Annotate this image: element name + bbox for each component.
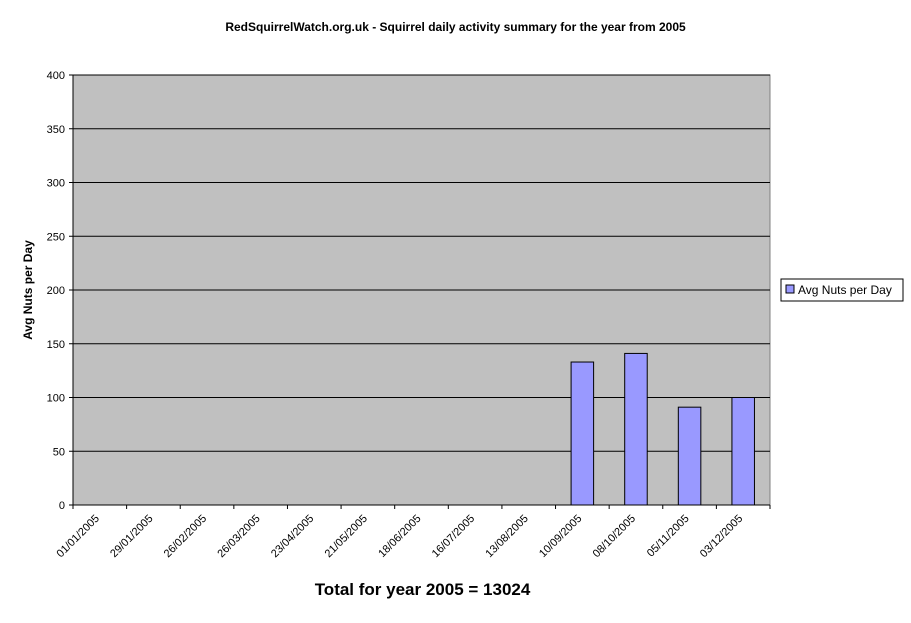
x-tick-label: 23/04/2005 <box>269 513 316 560</box>
y-tick-label: 350 <box>47 124 65 136</box>
bar <box>624 352 648 506</box>
bar <box>570 361 595 506</box>
x-axis-ticks: 01/01/2005 29/01/2005 26/02/2005 26/03/2005… <box>55 505 771 560</box>
x-tick-label: 05/11/2005 <box>645 513 692 560</box>
legend: Avg Nuts per Day <box>780 278 904 302</box>
legend-swatch <box>785 284 795 294</box>
x-tick-label: 26/02/2005 <box>162 513 209 560</box>
y-tick-label: 150 <box>47 339 65 351</box>
x-tick-label: 13/08/2005 <box>483 513 530 560</box>
total-label: Total for year 2005 = 13024 <box>314 580 531 599</box>
y-tick-label: 50 <box>53 446 65 458</box>
legend-label: Avg Nuts per Day <box>798 283 892 297</box>
x-tick-label: 18/06/2005 <box>376 513 423 560</box>
y-axis-ticks: 0 50 100 150 200 250 300 350 400 <box>47 70 73 512</box>
gridlines <box>73 74 770 452</box>
x-tick-label: 01/01/2005 <box>55 513 102 560</box>
bar <box>731 397 755 506</box>
y-tick-label: 250 <box>47 231 65 243</box>
y-tick-label: 400 <box>47 70 65 82</box>
bar <box>677 406 702 506</box>
legend-box <box>780 278 904 302</box>
x-tick-label: 21/05/2005 <box>323 513 370 560</box>
y-tick-label: 200 <box>47 285 65 297</box>
y-axis-title: Avg Nuts per Day <box>21 240 35 340</box>
x-tick-label: 16/07/2005 <box>430 513 477 560</box>
x-tick-label: 10/09/2005 <box>537 513 584 560</box>
x-tick-label: 03/12/2005 <box>698 513 745 560</box>
x-tick-label: 29/01/2005 <box>108 513 155 560</box>
y-tick-label: 100 <box>47 393 65 405</box>
y-tick-label: 0 <box>59 500 65 512</box>
chart-title: RedSquirrelWatch.org.uk - Squirrel daily… <box>225 20 686 34</box>
x-tick-label: 26/03/2005 <box>215 513 262 560</box>
y-tick-label: 300 <box>47 178 65 190</box>
x-tick-label: 08/10/2005 <box>591 513 638 560</box>
